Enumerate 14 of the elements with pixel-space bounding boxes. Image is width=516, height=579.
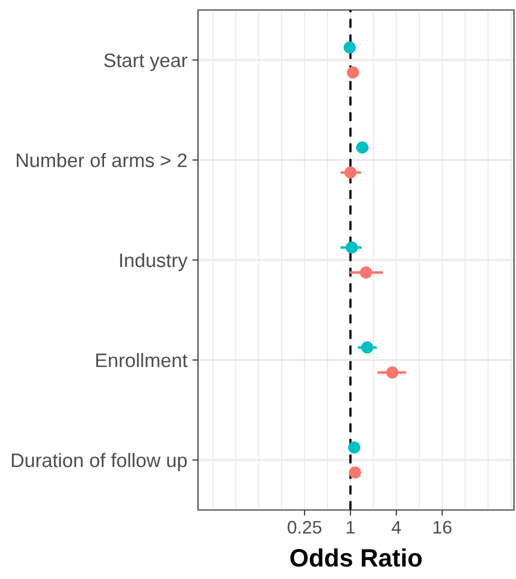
x-tick-label: 0.25 (288, 520, 322, 534)
point (346, 66, 360, 79)
y-tick-label: Start year (104, 53, 188, 72)
y-tick-label: Duration of follow up (12, 452, 187, 472)
point (344, 166, 357, 179)
y-tick-label: Industry (120, 252, 188, 272)
y-tick-label: Number of arms > 2 (16, 152, 187, 168)
x-tick-label: 16 (434, 520, 452, 534)
x-tick-label: 4 (392, 521, 401, 534)
x-tick-label: 1 (346, 521, 355, 534)
point (348, 466, 362, 479)
point (386, 366, 398, 379)
x-axis-title: Odds Ratio (290, 548, 422, 567)
y-tick-label: Enrollment (96, 352, 188, 368)
